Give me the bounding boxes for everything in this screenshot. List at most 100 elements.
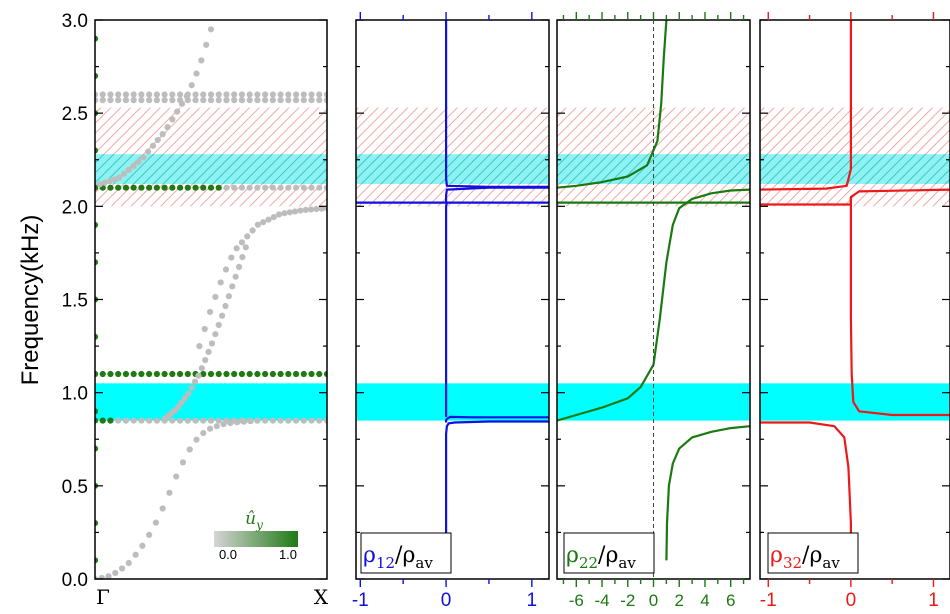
- band-point-flat-1.10: [215, 370, 222, 378]
- x-tick-label: -1: [352, 590, 369, 611]
- band-point-flat-2.60: [238, 91, 246, 98]
- band-point-acoustic: [179, 459, 187, 466]
- band-point-flat-2.10: [130, 184, 137, 191]
- band-point-top-curve: [203, 41, 210, 48]
- band-point-flat-2.10: [207, 184, 215, 191]
- band-point-flat-0.85: [231, 417, 238, 424]
- band-point-gamma-green-column: [95, 445, 99, 452]
- x-tick-label: 6: [726, 591, 735, 610]
- band-point-flat-2.60: [115, 91, 122, 98]
- band-point-flat-0.85: [308, 417, 315, 424]
- band-point-flat-2.60: [292, 91, 300, 98]
- band-point-flat-2.57: [99, 97, 106, 104]
- y-tick-label: 0.5: [62, 477, 88, 498]
- band-point-upper-curve: [212, 293, 219, 301]
- rho22-label: ρ22/ρav: [563, 532, 655, 574]
- band-point-flat-2.57: [146, 97, 153, 104]
- band-structure-points: [95, 26, 327, 579]
- y-tick-label: 2.0: [62, 197, 88, 218]
- x-tick-label: 0: [846, 590, 857, 611]
- band-point-flat-2.57: [122, 97, 130, 104]
- band-point-flat-2.10: [153, 184, 160, 191]
- band-point-steep-1: [181, 395, 188, 402]
- band-point-flat-1.10: [153, 370, 160, 378]
- band-point-gamma-green-column: [95, 147, 99, 154]
- x-tick-label: 0: [649, 591, 658, 610]
- band-point-flat-1.10: [262, 370, 269, 378]
- band-point-acoustic: [112, 569, 119, 577]
- band-point-flat-2.57: [169, 97, 176, 104]
- rho22-denominator: /ρ: [598, 543, 618, 568]
- band-point-upper-curve: [281, 210, 288, 217]
- band-cyan-hatched-1-1: [356, 154, 549, 184]
- band-point-upper-curve: [201, 325, 208, 333]
- band-point-acoustic: [173, 473, 180, 480]
- band-point-steep-1: [178, 399, 185, 406]
- band-point-flat-2.57: [138, 97, 145, 104]
- band-point-flat-2.10: [176, 184, 184, 191]
- shaded-bands-rho32: [760, 107, 950, 421]
- curve-rho22-3: [557, 20, 668, 189]
- band-point-flat-2.57: [277, 97, 284, 104]
- band-point-flat-2.57: [107, 97, 114, 104]
- rho12-label: ρ12/ρav: [360, 532, 452, 574]
- band-point-upper-curve: [217, 279, 224, 286]
- band-point-upper-curve: [222, 266, 230, 273]
- rho12-denominator: /ρ: [395, 543, 415, 568]
- rho32-denominator: /ρ: [802, 543, 822, 568]
- band-point-flat-1.10: [269, 370, 276, 378]
- band-point-steep-1: [198, 365, 205, 372]
- band-point-upper-curve: [228, 254, 235, 261]
- band-point-flat-2.10: [223, 184, 230, 191]
- band-point-flat-2.57: [153, 97, 160, 104]
- band-point-flat-1.10: [246, 370, 253, 378]
- x-tick-label: -4: [594, 591, 609, 610]
- curve-rho32-0: [760, 421, 853, 561]
- band-point-acoustic: [98, 574, 105, 579]
- band-point-top-curve: [135, 158, 142, 166]
- band-point-top-curve: [101, 179, 108, 186]
- curve-rho32-3: [760, 20, 853, 191]
- band-point-flat-2.57: [323, 97, 327, 104]
- band-point-flat-2.60: [277, 91, 284, 98]
- band-point-flat-2.60: [254, 91, 261, 98]
- band-point-steep-1: [185, 390, 192, 397]
- curve-rho22-1: [557, 188, 750, 422]
- band-point-flat-1.10: [277, 370, 284, 378]
- band-point-upper-curve: [244, 233, 251, 240]
- rho12-symbol: ρ: [363, 543, 376, 568]
- band-point-flat-2.57: [231, 97, 238, 104]
- band-point-top-curve: [183, 92, 190, 100]
- rho12-label-text: ρ12/ρav: [363, 543, 433, 572]
- band-point-top-curve: [198, 57, 205, 64]
- band-point-upper-curve: [265, 216, 272, 223]
- band-point-top-curve: [154, 136, 161, 144]
- colorbar-subscript: y: [255, 518, 263, 532]
- band-point-flat-0.85: [115, 417, 122, 424]
- band-point-flat-0.85: [300, 417, 307, 424]
- band-point-flat-2.57: [130, 97, 137, 104]
- curve-rho12-1: [445, 415, 549, 423]
- band-point-flat-0.85: [95, 417, 99, 424]
- band-point-flat-2.10: [316, 184, 323, 191]
- band-point-flat-1.10: [285, 370, 292, 378]
- band-point-flat-2.60: [130, 91, 137, 98]
- band-point-flat-2.57: [316, 97, 323, 104]
- band-point-top-curve: [106, 178, 113, 185]
- band-point-flat-0.85: [200, 417, 207, 424]
- band-point-flat-2.60: [192, 91, 199, 98]
- band-point-flat-0.85: [238, 417, 246, 424]
- rho22-den-subscript: av: [618, 554, 636, 572]
- curve-rho12-4: [445, 20, 549, 188]
- band-point-flat-2.60: [161, 91, 168, 98]
- band-point-upper-curve: [206, 308, 214, 316]
- band-point-flat-0.85: [262, 417, 269, 424]
- band-point-gamma-green-column: [95, 72, 99, 79]
- colorbar-title: ûy: [245, 509, 263, 532]
- band-point-steep-1: [232, 273, 239, 280]
- band-point-flat-0.85: [215, 417, 222, 424]
- band-point-top-curve: [178, 100, 186, 107]
- band-point-flat-0.85: [153, 417, 160, 424]
- band-point-flat-1.10: [169, 370, 176, 378]
- band-point-acoustic: [213, 423, 220, 430]
